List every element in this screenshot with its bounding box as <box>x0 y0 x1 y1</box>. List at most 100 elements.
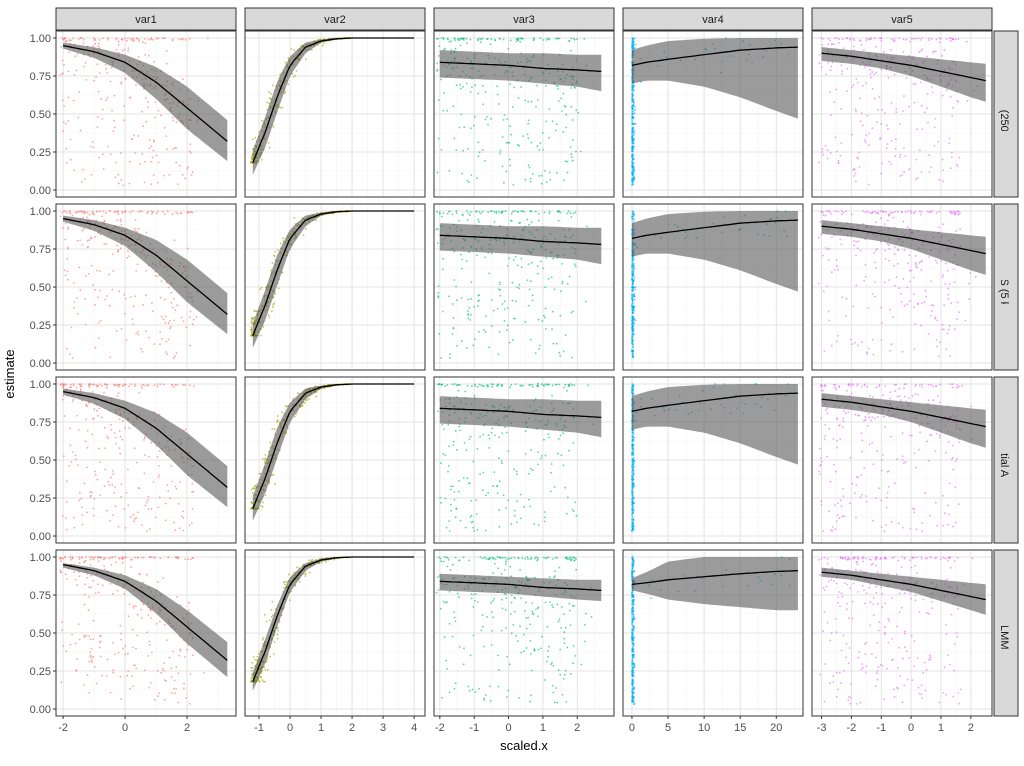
data-point <box>894 211 896 213</box>
data-point <box>512 339 514 341</box>
data-point <box>131 138 133 140</box>
data-point <box>70 159 72 161</box>
data-point <box>94 498 96 500</box>
data-point <box>71 461 73 463</box>
data-point <box>99 72 101 74</box>
data-point <box>101 118 103 120</box>
data-point <box>950 167 952 169</box>
data-point <box>169 328 171 330</box>
data-point <box>189 316 191 318</box>
data-point <box>632 107 634 109</box>
data-point <box>104 485 106 487</box>
data-point <box>114 95 116 97</box>
data-point <box>951 152 953 154</box>
data-point <box>260 335 262 337</box>
data-point <box>63 64 65 66</box>
data-point <box>466 347 468 349</box>
data-point <box>123 119 125 121</box>
data-point <box>459 430 461 432</box>
data-point <box>153 61 155 63</box>
data-point <box>176 304 178 306</box>
data-point <box>632 273 634 275</box>
data-point <box>455 516 457 518</box>
data-point <box>909 41 911 43</box>
data-point <box>101 215 103 217</box>
data-point <box>877 109 879 111</box>
data-point <box>461 259 463 261</box>
data-point <box>543 384 545 386</box>
data-point <box>894 246 896 248</box>
data-point <box>571 312 573 314</box>
data-point <box>545 383 547 385</box>
data-point <box>450 486 452 488</box>
data-point <box>97 296 99 298</box>
data-point <box>60 216 62 218</box>
data-point <box>94 289 96 291</box>
data-point <box>875 267 877 269</box>
data-point <box>907 263 909 265</box>
data-point <box>631 436 633 438</box>
data-point <box>485 91 487 93</box>
data-point <box>104 447 106 449</box>
data-point <box>537 383 539 385</box>
data-point <box>550 472 552 474</box>
data-point <box>118 41 120 43</box>
data-point <box>65 123 67 125</box>
data-point <box>142 304 144 306</box>
data-point <box>913 212 915 214</box>
data-point <box>820 211 822 213</box>
data-point <box>129 183 131 185</box>
data-point <box>469 214 471 216</box>
data-point <box>635 286 637 288</box>
data-point <box>99 461 101 463</box>
data-point <box>174 309 176 311</box>
data-point <box>304 402 306 404</box>
data-point <box>67 271 69 273</box>
data-point <box>146 530 148 532</box>
data-point <box>633 454 635 456</box>
data-point <box>631 498 633 500</box>
data-point <box>66 529 68 531</box>
data-point <box>497 308 499 310</box>
data-point <box>520 518 522 520</box>
data-point <box>437 242 439 244</box>
data-point <box>518 287 520 289</box>
data-point <box>880 217 882 219</box>
data-point <box>87 405 89 407</box>
data-point <box>574 263 576 265</box>
data-point <box>78 117 80 119</box>
data-point <box>513 184 515 186</box>
data-point <box>174 239 176 241</box>
data-point <box>77 464 79 466</box>
data-point <box>565 160 567 162</box>
data-point <box>460 45 462 47</box>
data-point <box>836 265 838 267</box>
data-point <box>447 471 449 473</box>
data-point <box>885 258 887 260</box>
data-point <box>446 110 448 112</box>
data-point <box>164 213 166 215</box>
data-point <box>121 484 123 486</box>
data-point <box>472 527 474 529</box>
data-point <box>63 384 65 386</box>
data-point <box>895 108 897 110</box>
data-point <box>123 294 125 296</box>
data-point <box>116 219 118 221</box>
data-point <box>527 123 529 125</box>
data-point <box>874 98 876 100</box>
data-point <box>158 37 160 39</box>
data-point <box>837 335 839 337</box>
data-point <box>586 226 588 228</box>
data-point <box>135 152 137 154</box>
data-point <box>934 145 936 147</box>
data-point <box>107 481 109 483</box>
data-point <box>141 111 143 113</box>
data-point <box>562 131 564 133</box>
data-point <box>87 240 89 242</box>
panel-var2-row-1 <box>245 31 425 197</box>
data-point <box>106 384 108 386</box>
data-point <box>139 488 141 490</box>
data-point <box>452 105 454 107</box>
data-point <box>460 520 462 522</box>
data-point <box>853 168 855 170</box>
